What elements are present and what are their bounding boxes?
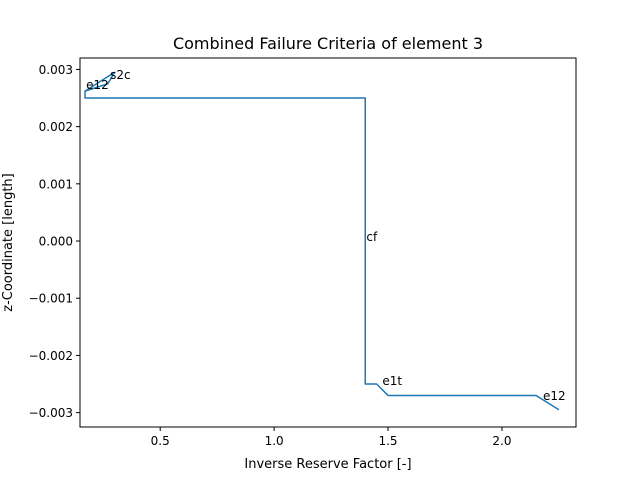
annotation-label: e12: [86, 78, 109, 92]
y-tick-label: 0.000: [39, 235, 73, 249]
y-axis-label: z-Coordinate [length]: [1, 173, 16, 312]
x-tick-label: 1.5: [378, 434, 397, 448]
plot-area: [84, 71, 560, 411]
axis-ticks: 0.5 1.0 1.5 2.0 −0.003 −0.002 −0.001 0.000 0.001…: [29, 63, 512, 448]
y-tick-label: 0.002: [39, 120, 73, 134]
x-tick-label: 2.0: [492, 434, 511, 448]
y-tick-label: 0.003: [39, 63, 73, 77]
x-tick-label: 1.0: [265, 434, 284, 448]
y-tick-label: 0.001: [39, 177, 73, 191]
y-tick-label: −0.003: [29, 406, 73, 420]
series-line-0: [84, 71, 560, 411]
chart-title: Combined Failure Criteria of element 3: [173, 34, 483, 53]
annotation-label: e1t: [382, 374, 402, 388]
axes-frame: [79, 57, 577, 428]
y-tick-label: −0.001: [29, 292, 73, 306]
annotation-label: cf: [366, 230, 378, 244]
y-tick-label: −0.002: [29, 349, 73, 363]
x-axis-label: Inverse Reserve Factor [-]: [244, 457, 411, 472]
x-tick-label: 0.5: [151, 434, 170, 448]
annotation-label: s2c: [110, 68, 130, 82]
annotation-label: e12: [543, 389, 566, 403]
